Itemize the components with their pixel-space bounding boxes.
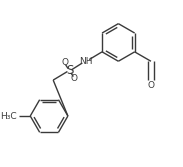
Text: H₃C: H₃C: [0, 112, 16, 121]
Text: O: O: [71, 74, 78, 83]
Text: NH: NH: [79, 57, 93, 66]
Text: O: O: [147, 81, 154, 90]
Text: O: O: [61, 58, 68, 67]
Text: S: S: [66, 64, 73, 77]
